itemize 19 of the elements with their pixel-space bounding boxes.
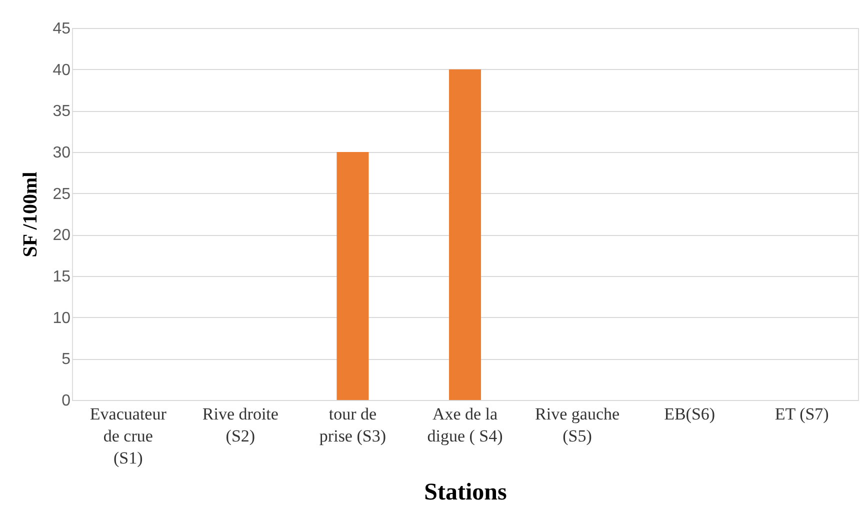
x-tick-label: Rive droite (S2) <box>202 404 278 446</box>
x-axis-title: Stations <box>424 480 507 506</box>
x-tick-label: tour de prise (S3) <box>319 404 386 446</box>
x-tick-label: Axe de la digue ( S4) <box>427 404 503 446</box>
y-tick-label: 45 <box>52 20 71 38</box>
x-tick-label: Rive gauche (S5) <box>535 404 620 446</box>
x-tick-label: Evacuateur de crue (S1) <box>90 404 167 468</box>
x-tick-label: ET (S7) <box>774 404 829 424</box>
y-tick-label: 40 <box>52 62 71 79</box>
y-tick-label: 5 <box>62 351 71 368</box>
y-tick-label: 0 <box>62 392 71 410</box>
y-tick-label: 10 <box>52 310 71 327</box>
x-tick-label: EB(S6) <box>664 404 716 424</box>
y-tick-label: 20 <box>52 227 71 244</box>
y-tick-label: 30 <box>52 144 71 162</box>
y-tick-label: 35 <box>52 103 71 120</box>
y-tick-label: 25 <box>52 186 71 203</box>
y-axis-title: SF /100ml <box>20 171 42 258</box>
y-tick-label: 15 <box>52 268 71 286</box>
